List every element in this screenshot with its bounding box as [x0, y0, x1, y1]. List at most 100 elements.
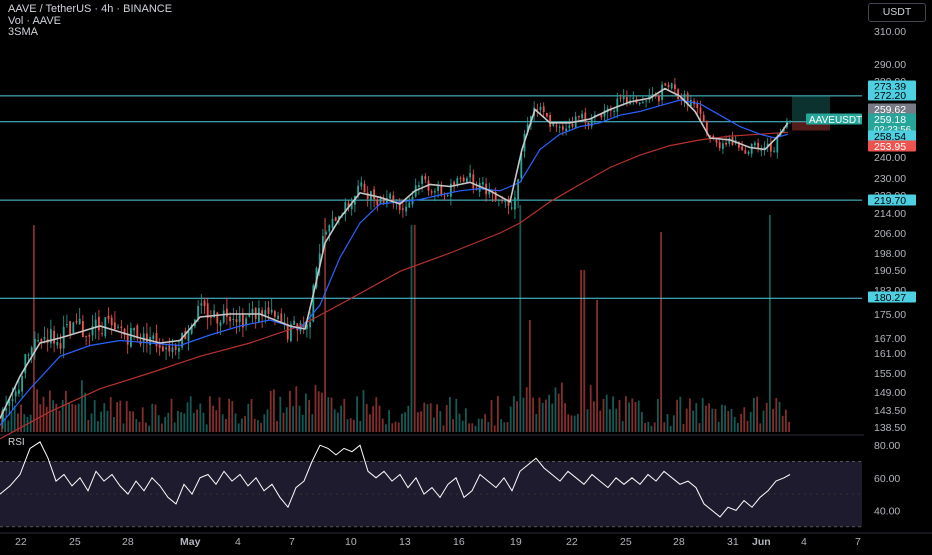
price-tick-label: 167.00 [874, 333, 906, 345]
candle-body [421, 176, 423, 184]
volume-bar [442, 425, 445, 432]
candle-body [357, 185, 359, 196]
candle-body [264, 310, 267, 316]
volume-bar [545, 399, 547, 432]
volume-bar [4, 417, 6, 432]
price-badge-hline [868, 89, 916, 101]
candle-body [216, 312, 219, 324]
x-tick-label: 25 [69, 536, 81, 548]
volume-bar [218, 397, 221, 432]
candle-body [443, 195, 446, 197]
rsi-tick-label: 80.00 [874, 440, 900, 452]
currency-button[interactable]: USDT [868, 3, 926, 22]
candle-body [565, 128, 567, 132]
candle-body [584, 112, 587, 123]
volume-bar [618, 400, 621, 432]
x-tick-label: 13 [399, 536, 411, 548]
volume-bar [285, 407, 288, 432]
x-tick-label: 16 [453, 536, 465, 548]
candle-body [258, 307, 260, 322]
volume-bar [634, 402, 637, 432]
volume-bar [737, 423, 739, 432]
candle-body [229, 316, 231, 322]
volume-bar [519, 205, 522, 432]
volume-bar [7, 420, 10, 432]
volume-bar [429, 403, 432, 432]
candle-body [190, 325, 193, 334]
candle-body [11, 399, 14, 402]
volume-bar [212, 405, 214, 432]
volume-bar [695, 403, 698, 432]
candle-body [520, 153, 523, 179]
volume-bar [1, 411, 3, 432]
candle-body [123, 328, 126, 336]
candle-body [373, 189, 375, 200]
candle-body [664, 83, 667, 86]
volume-bar [759, 423, 762, 432]
candle-body [514, 197, 516, 210]
x-tick-label: 10 [345, 536, 357, 548]
volume-bar [641, 411, 643, 432]
volume-bar [468, 423, 470, 432]
volume-bar [45, 406, 48, 432]
candle-body [402, 208, 404, 210]
volume-bar [465, 408, 467, 432]
volume-bar [593, 401, 595, 432]
price-tick-label: 230.00 [874, 173, 906, 185]
candle-body [430, 191, 433, 193]
volume-bar [42, 396, 45, 432]
stop-zone [792, 121, 830, 131]
price-badge-value: 258.54 [874, 131, 906, 143]
volume-bar [676, 399, 678, 432]
volume-bar [199, 403, 202, 432]
volume-bar [602, 399, 605, 432]
candle-body [24, 354, 27, 374]
volume-bar [666, 414, 669, 432]
candle-body [626, 97, 628, 104]
candle-body [622, 95, 625, 100]
volume-bar [404, 412, 406, 432]
candle-body [117, 326, 119, 328]
volume-bar [705, 405, 707, 432]
volume-bar [631, 398, 634, 432]
volume-bar [365, 403, 368, 432]
candle-body [398, 201, 401, 210]
candle-body [718, 142, 721, 149]
candle-body [290, 324, 292, 342]
candle-body [366, 192, 369, 199]
candle-body [632, 97, 635, 99]
volume-bar [305, 393, 307, 432]
candle-body [558, 126, 561, 128]
candle-body [571, 124, 574, 127]
volume-bar [151, 403, 154, 432]
volume-bar [333, 409, 336, 432]
candle-body [661, 84, 663, 100]
candle-body [709, 135, 711, 137]
price-tick-label: 198.00 [874, 248, 906, 260]
candle-body [114, 322, 116, 330]
candle-body [389, 193, 391, 199]
volume-bar [119, 400, 122, 432]
volume-bar [506, 422, 509, 432]
volume-bar [756, 396, 758, 432]
volume-bar [17, 413, 19, 432]
volume-bar [68, 402, 70, 432]
candle-body [306, 324, 308, 329]
volume-bar [474, 425, 477, 432]
volume-bar [711, 408, 714, 432]
candle-body [450, 183, 452, 197]
candle-body [437, 185, 439, 191]
candle-body [549, 114, 551, 127]
price-tick-label: 290.00 [874, 59, 906, 71]
volume-bar [484, 414, 486, 432]
candle-body [88, 335, 91, 337]
candle-body [590, 118, 593, 127]
candle-body [213, 310, 215, 318]
candle-body [158, 344, 161, 348]
candle-body [446, 195, 449, 197]
price-tick-label: 310.00 [874, 26, 906, 38]
volume-bar [87, 420, 90, 432]
candle-body [91, 325, 94, 336]
